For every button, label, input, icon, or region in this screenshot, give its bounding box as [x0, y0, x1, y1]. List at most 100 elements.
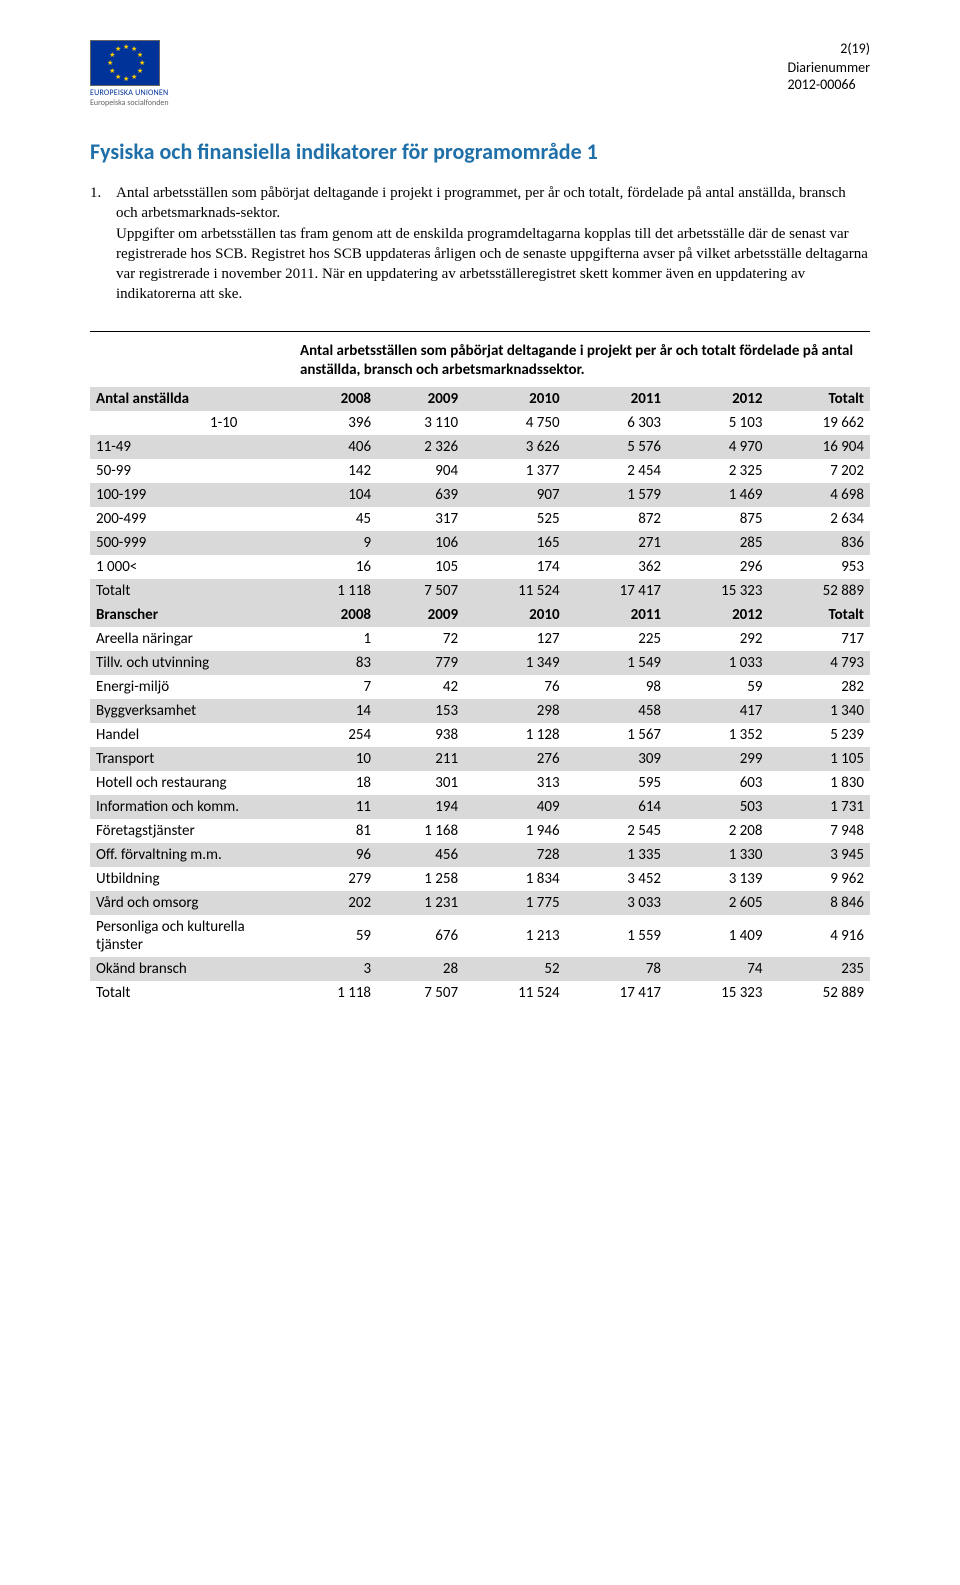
data-cell: 42: [377, 675, 464, 699]
data-cell: 396: [290, 411, 377, 435]
eu-sublabel: Europeiska socialfonden: [90, 98, 169, 108]
data-cell: 525: [464, 507, 565, 531]
eu-star-icon: ★: [115, 47, 119, 51]
data-cell: 17 417: [566, 579, 667, 603]
data-cell: 4 970: [667, 435, 768, 459]
data-cell: 4 793: [769, 651, 871, 675]
row-label: Vård och omsorg: [90, 891, 290, 915]
data-cell: 106: [377, 531, 464, 555]
list-number: 1.: [90, 183, 116, 224]
eu-flag-icon: ★★★★★★★★★★★★: [90, 40, 160, 86]
row-label: 1 000<: [90, 555, 290, 579]
row-label: Personliga och kulturella tjänster: [90, 915, 290, 957]
year-header: Totalt: [769, 387, 871, 411]
data-cell: 301: [377, 771, 464, 795]
data-cell: 1 033: [667, 651, 768, 675]
data-cell: 296: [667, 555, 768, 579]
data-cell: 28: [377, 957, 464, 981]
data-cell: 8 846: [769, 891, 871, 915]
row-label: 100-199: [90, 483, 290, 507]
data-cell: 1 549: [566, 651, 667, 675]
eu-star-icon: ★: [131, 75, 135, 79]
year-header: 2011: [566, 387, 667, 411]
data-cell: 174: [464, 555, 565, 579]
table-row: Okänd bransch328527874235: [90, 957, 870, 981]
year-header: 2008: [290, 603, 377, 627]
data-cell: 7 507: [377, 579, 464, 603]
data-cell: 717: [769, 627, 871, 651]
data-cell: 142: [290, 459, 377, 483]
table-row: 11-494062 3263 6265 5764 97016 904: [90, 435, 870, 459]
table-row: 100-1991046399071 5791 4694 698: [90, 483, 870, 507]
data-cell: 6 303: [566, 411, 667, 435]
data-cell: 1 118: [290, 579, 377, 603]
data-cell: 1 834: [464, 867, 565, 891]
eu-logo: ★★★★★★★★★★★★ EUROPEISKA UNIONEN Europeis…: [90, 40, 169, 108]
table-row: 1 000<16105174362296953: [90, 555, 870, 579]
data-cell: 4 916: [769, 915, 871, 957]
row-label: Information och komm.: [90, 795, 290, 819]
data-cell: 276: [464, 747, 565, 771]
table-row: Transport102112763092991 105: [90, 747, 870, 771]
table-row: 50-991429041 3772 4542 3257 202: [90, 459, 870, 483]
table-row: Information och komm.111944096145031 731: [90, 795, 870, 819]
data-cell: 938: [377, 723, 464, 747]
year-header: 2010: [464, 387, 565, 411]
table-row: Tillv. och utvinning837791 3491 5491 033…: [90, 651, 870, 675]
data-cell: 3 139: [667, 867, 768, 891]
eu-star-icon: ★: [137, 69, 141, 73]
data-cell: 1 105: [769, 747, 871, 771]
table-row: Totalt1 1187 50711 52417 41715 32352 889: [90, 981, 870, 1005]
data-cell: 1 352: [667, 723, 768, 747]
data-cell: 1 349: [464, 651, 565, 675]
data-cell: 1 409: [667, 915, 768, 957]
data-cell: 5 239: [769, 723, 871, 747]
data-cell: 225: [566, 627, 667, 651]
data-cell: 1: [290, 627, 377, 651]
data-cell: 81: [290, 819, 377, 843]
table-row: Areella näringar172127225292717: [90, 627, 870, 651]
data-cell: 1 335: [566, 843, 667, 867]
data-cell: 3: [290, 957, 377, 981]
row-label: Företagstjänster: [90, 819, 290, 843]
data-cell: 235: [769, 957, 871, 981]
data-cell: 16: [290, 555, 377, 579]
table-top-rule: [90, 331, 870, 332]
data-cell: 9 962: [769, 867, 871, 891]
data-cell: 202: [290, 891, 377, 915]
data-cell: 317: [377, 507, 464, 531]
data-cell: 7: [290, 675, 377, 699]
data-cell: 362: [566, 555, 667, 579]
data-cell: 2 326: [377, 435, 464, 459]
data-cell: 3 110: [377, 411, 464, 435]
data-cell: 2 545: [566, 819, 667, 843]
data-cell: 7 948: [769, 819, 871, 843]
data-cell: 52 889: [769, 981, 871, 1005]
data-cell: 1 128: [464, 723, 565, 747]
row-label: Transport: [90, 747, 290, 771]
table-row: Personliga och kulturella tjänster596761…: [90, 915, 870, 957]
data-cell: 2 634: [769, 507, 871, 531]
data-cell: 127: [464, 627, 565, 651]
table-row: Företagstjänster811 1681 9462 5452 2087 …: [90, 819, 870, 843]
data-cell: 2 325: [667, 459, 768, 483]
table-row: 1-103963 1104 7506 3035 10319 662: [90, 411, 870, 435]
page-header: ★★★★★★★★★★★★ EUROPEISKA UNIONEN Europeis…: [90, 40, 870, 108]
eu-label: EUROPEISKA UNIONEN: [90, 88, 168, 98]
data-cell: 313: [464, 771, 565, 795]
body-text: 1. Antal arbetsställen som påbörjat delt…: [90, 183, 870, 305]
data-cell: 603: [667, 771, 768, 795]
data-cell: 96: [290, 843, 377, 867]
data-cell: 639: [377, 483, 464, 507]
data-cell: 52 889: [769, 579, 871, 603]
header-right: 2(19) Diarienummer 2012-00066: [787, 40, 870, 93]
row-label: Areella näringar: [90, 627, 290, 651]
data-cell: 595: [566, 771, 667, 795]
data-cell: 1 213: [464, 915, 565, 957]
year-header: 2010: [464, 603, 565, 627]
data-cell: 282: [769, 675, 871, 699]
section-label: Branscher: [90, 603, 290, 627]
table-row: Byggverksamhet141532984584171 340: [90, 699, 870, 723]
data-cell: 503: [667, 795, 768, 819]
row-label: 500-999: [90, 531, 290, 555]
